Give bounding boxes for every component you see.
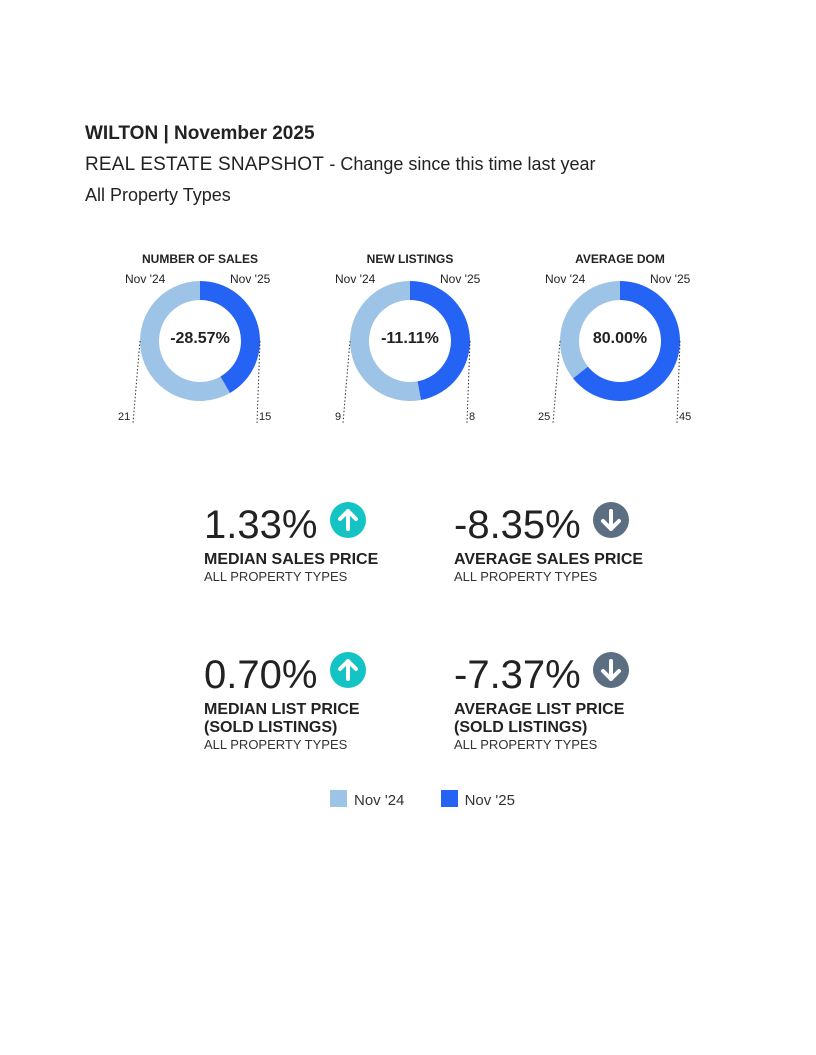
leader-line-prior — [552, 340, 561, 424]
donut-svg — [552, 281, 681, 424]
donut-label-prior: Nov '24 — [545, 272, 586, 286]
arrow-up-circle-icon — [329, 652, 366, 688]
report-subtitle: REAL ESTATE SNAPSHOT - Change since this… — [85, 152, 596, 177]
donut-title: AVERAGE DOM — [575, 252, 665, 266]
metric-label: MEDIAN SALES PRICE — [204, 551, 379, 568]
donut-value-current: 15 — [259, 411, 272, 423]
donut-value-prior: 21 — [118, 411, 131, 423]
subtitle-change: - Change since this time last year — [329, 154, 596, 174]
donut-slice-prior — [140, 281, 230, 401]
arrow-down-circle-icon — [593, 502, 630, 538]
donut-title: NEW LISTINGS — [366, 252, 454, 266]
donut-svg — [342, 281, 471, 424]
metric-value: 0.70% — [204, 653, 318, 697]
donut-title: NUMBER OF SALES — [141, 252, 258, 266]
donut-slice-current — [410, 281, 471, 400]
donut-svg — [132, 281, 261, 424]
metric-value: 1.33% — [204, 503, 318, 547]
donut-center-change: 80.00% — [592, 330, 648, 347]
property-types-label: All Property Types — [85, 185, 231, 205]
metric-subtext: ALL PROPERTY TYPES — [204, 737, 348, 752]
arrow-up-circle-icon — [329, 502, 366, 538]
leader-line-prior — [342, 340, 351, 424]
donut-label-current: Nov '25 — [650, 272, 691, 286]
donut-slice-current — [573, 281, 680, 401]
metric-subtext: ALL PROPERTY TYPES — [454, 737, 598, 752]
report-header: WILTON | November 2025 REAL ESTATE SNAPS… — [85, 122, 596, 207]
donut-label-prior: Nov '24 — [335, 272, 376, 286]
legend-swatch-prior — [330, 790, 347, 807]
donut-value-current: 8 — [469, 411, 476, 423]
donut-value-current: 45 — [679, 411, 692, 423]
arrow-down-circle-icon — [593, 652, 630, 688]
donut-slice-prior — [560, 281, 620, 379]
metric-average-list-price: -7.37% AVERAGE LIST PRICE (SOLD LISTINGS… — [454, 652, 694, 753]
donut-label-current: Nov '25 — [440, 272, 481, 286]
legend-swatch-current — [440, 790, 458, 807]
metric-average-sales-price: -8.35% AVERAGE SALES PRICE ALL PROPERTY … — [454, 502, 694, 585]
metric-label-line2: (SOLD LISTINGS) — [204, 719, 338, 736]
donut-slice-prior — [350, 281, 422, 401]
donut-center-change: -28.57% — [170, 330, 230, 347]
donut-chart-average-dom: AVERAGE DOM Nov '24 Nov '25 80.00% 25 45 — [520, 250, 720, 430]
leader-line-prior — [132, 340, 141, 424]
legend-label-prior: Nov '24 — [354, 792, 405, 809]
metric-label-line2: (SOLD LISTINGS) — [454, 719, 588, 736]
donut-chart-new-listings: NEW LISTINGS Nov '24 Nov '25 -11.11% 9 8 — [310, 250, 510, 430]
legend-item-prior: Nov '24 — [330, 790, 404, 809]
donut-value-prior: 25 — [538, 411, 551, 423]
metric-median-sales-price: 1.33% MEDIAN SALES PRICE ALL PROPERTY TY… — [204, 502, 444, 585]
report-title: WILTON | November 2025 — [85, 123, 315, 144]
metric-subtext: ALL PROPERTY TYPES — [204, 569, 348, 584]
donut-label-prior: Nov '24 — [125, 272, 166, 286]
donut-value-prior: 9 — [335, 411, 342, 423]
metric-value: -8.35% — [454, 503, 581, 547]
donut-label-current: Nov '25 — [230, 272, 271, 286]
legend-item-current: Nov '25 — [440, 790, 515, 809]
metric-label: AVERAGE SALES PRICE — [454, 551, 644, 568]
donut-chart-number-of-sales: NUMBER OF SALES Nov '24 Nov '25 -28.57% … — [100, 250, 300, 430]
metric-label: AVERAGE LIST PRICE — [454, 701, 625, 718]
metric-subtext: ALL PROPERTY TYPES — [454, 569, 598, 584]
chart-legend: Nov '24 Nov '25 — [330, 790, 547, 809]
metric-median-list-price: 0.70% MEDIAN LIST PRICE (SOLD LISTINGS) … — [204, 652, 444, 753]
metric-label: MEDIAN LIST PRICE — [204, 701, 360, 718]
subtitle-snapshot: REAL ESTATE SNAPSHOT — [85, 154, 325, 175]
metric-value: -7.37% — [454, 653, 581, 697]
donut-center-change: -11.11% — [381, 330, 439, 347]
legend-label-current: Nov '25 — [464, 792, 515, 809]
donut-slice-current — [200, 281, 260, 393]
